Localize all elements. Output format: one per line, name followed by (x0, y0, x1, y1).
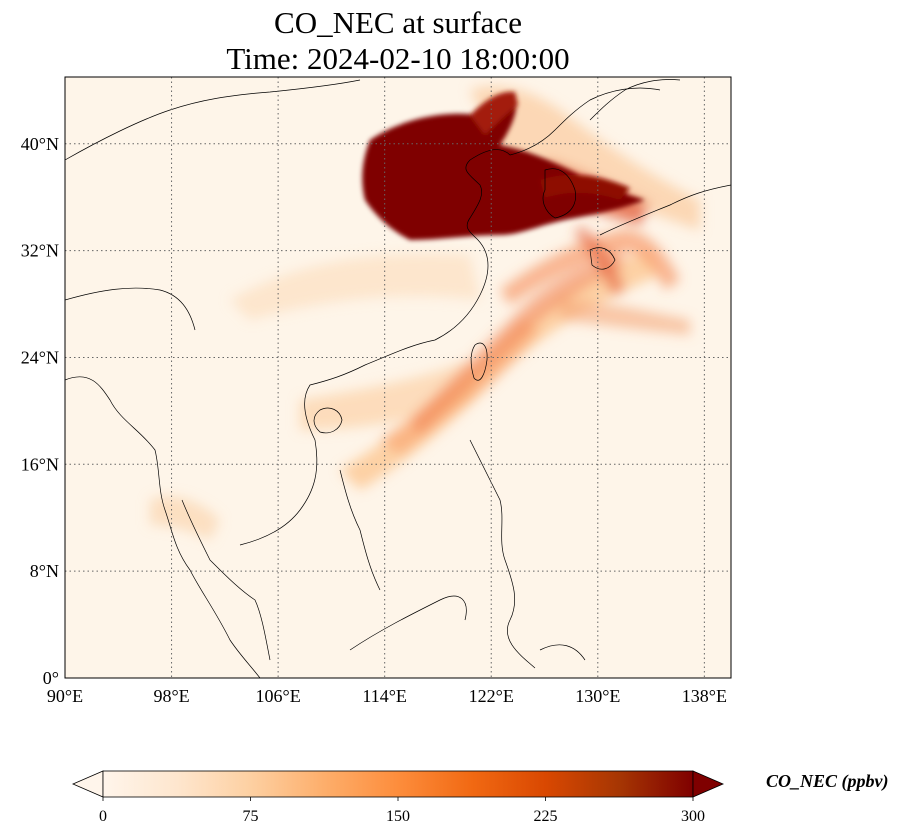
lat-tick-label: 8°N (30, 561, 59, 581)
concentration-field (150, 86, 700, 540)
lon-tick-label: 106°E (256, 686, 301, 706)
lon-tick-label: 114°E (362, 686, 407, 706)
lon-tick-label: 130°E (575, 686, 620, 706)
colorbar-gradient (102, 770, 694, 798)
colorbar-extend-max (692, 770, 725, 798)
coastlines (65, 79, 731, 678)
colorbar: 0 75 150 225 300 (71, 770, 725, 825)
lat-tick-label: 40°N (21, 134, 59, 154)
colorbar-tick-label: 75 (243, 808, 259, 825)
colorbar-extend-min (71, 770, 104, 798)
lat-tick-label: 24°N (21, 347, 59, 367)
lat-tick-label: 0° (43, 668, 59, 688)
colorbar-label: CO_NEC (ppbv) (766, 771, 889, 791)
colorbar-tick-label: 0 (99, 808, 107, 825)
map-title: CO_NEC at surface (274, 5, 522, 40)
lon-tick-label: 98°E (153, 686, 189, 706)
colorbar-tick-label: 150 (386, 808, 410, 825)
lon-tick-label: 138°E (682, 686, 727, 706)
lon-tick-label: 90°E (47, 686, 83, 706)
colorbar-tick-label: 225 (534, 808, 558, 825)
lon-tick-label: 122°E (469, 686, 514, 706)
lat-tick-label: 16°N (21, 454, 59, 474)
colorbar-tick-label: 300 (681, 808, 705, 825)
gridlines (65, 77, 731, 678)
lat-tick-label: 32°N (21, 241, 59, 261)
map-subtitle: Time: 2024-02-10 18:00:00 (226, 41, 570, 76)
map-frame (64, 76, 732, 679)
